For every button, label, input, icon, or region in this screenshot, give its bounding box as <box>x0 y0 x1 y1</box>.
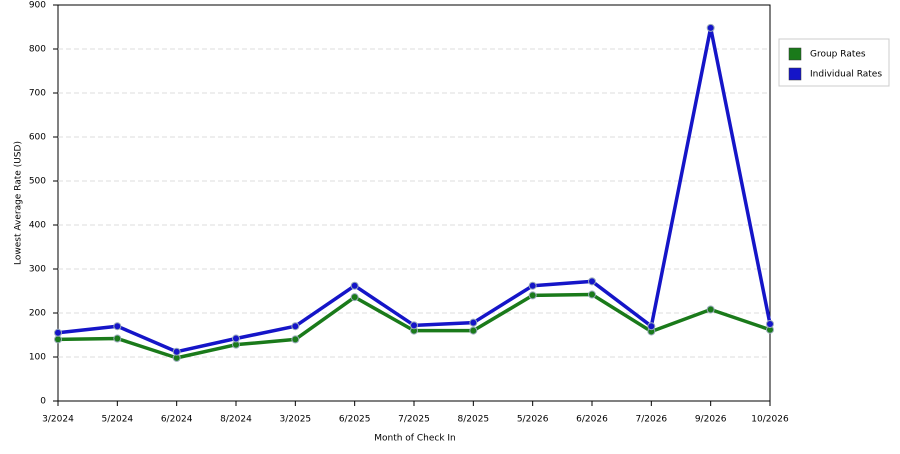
data-point <box>113 334 122 343</box>
x-axis-label: Month of Check In <box>374 434 456 444</box>
data-point <box>350 281 359 290</box>
y-tick-label: 0 <box>40 397 46 407</box>
y-tick-label: 600 <box>29 133 46 143</box>
legend-label: Group Rates <box>810 50 866 60</box>
x-tick-label: 6/2025 <box>339 415 371 425</box>
data-point <box>528 291 537 300</box>
data-point <box>54 335 62 344</box>
x-tick-label: 5/2026 <box>517 415 549 425</box>
y-tick-label: 300 <box>29 265 46 275</box>
x-tick-label: 10/2026 <box>751 415 789 425</box>
data-point <box>706 23 715 32</box>
y-tick-label: 800 <box>29 45 46 55</box>
data-point <box>706 305 715 314</box>
data-point <box>469 326 478 335</box>
y-tick-label: 400 <box>29 221 46 231</box>
y-axis-label: Lowest Average Rate (USD) <box>14 141 24 265</box>
data-point <box>291 335 300 344</box>
x-tick-label: 6/2024 <box>161 415 193 425</box>
x-tick-label: 7/2025 <box>398 415 430 425</box>
data-point <box>54 328 62 337</box>
data-point <box>172 347 181 356</box>
data-point <box>588 277 596 286</box>
y-tick-label: 500 <box>29 177 46 187</box>
data-point <box>469 318 478 327</box>
y-tick-label: 100 <box>29 353 46 363</box>
data-point <box>232 334 240 343</box>
data-point <box>588 290 596 299</box>
y-tick-label: 900 <box>29 1 46 11</box>
data-point <box>647 322 656 331</box>
legend-label: Individual Rates <box>810 70 882 80</box>
x-tick-label: 8/2024 <box>220 415 252 425</box>
x-tick-label: 3/2024 <box>42 415 74 425</box>
legend-swatch <box>788 67 802 81</box>
plot-area <box>57 4 771 402</box>
data-point <box>350 293 359 302</box>
x-tick-label: 7/2026 <box>635 415 667 425</box>
x-tick-label: 5/2024 <box>101 415 133 425</box>
data-point <box>291 322 300 331</box>
legend-swatch <box>788 47 802 61</box>
x-tick-label: 3/2025 <box>279 415 311 425</box>
y-tick-label: 200 <box>29 309 46 319</box>
x-tick-label: 6/2026 <box>576 415 608 425</box>
data-point <box>410 321 418 330</box>
x-tick-label: 9/2026 <box>695 415 727 425</box>
data-point <box>766 320 774 328</box>
x-tick-label: 8/2025 <box>457 415 489 425</box>
y-tick-label: 700 <box>29 89 46 99</box>
data-point <box>528 281 537 290</box>
data-point <box>113 322 122 331</box>
